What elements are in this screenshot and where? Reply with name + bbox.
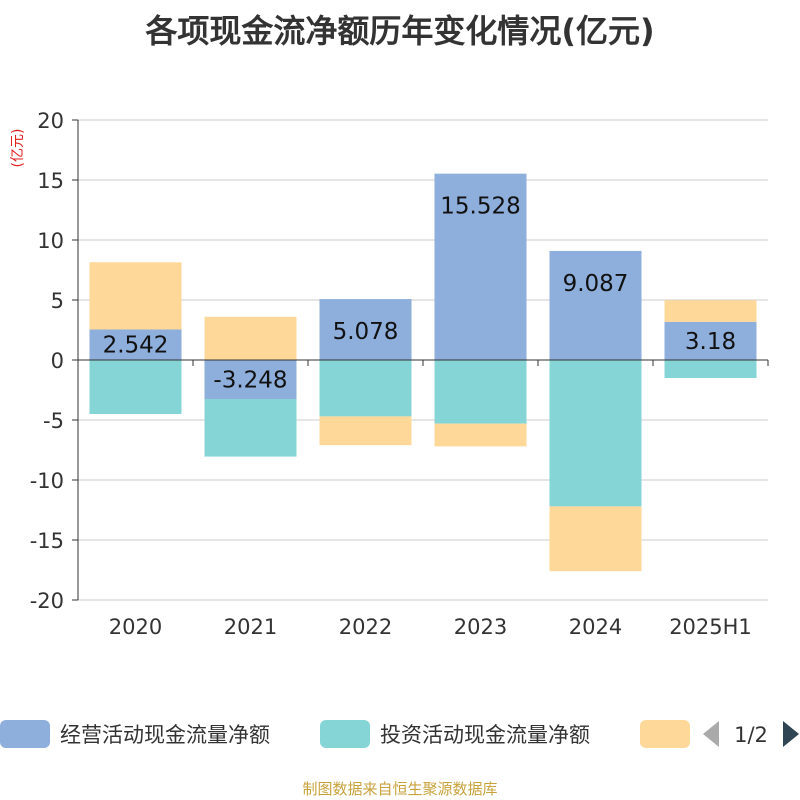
y-tick-label: 20 [37, 109, 64, 133]
legend-prev-page-icon[interactable] [703, 721, 719, 747]
y-tick-label: -20 [30, 589, 64, 613]
y-tick-label: 15 [37, 169, 64, 193]
bar-series3-2020[interactable] [89, 262, 182, 330]
bar-series2-2024[interactable] [549, 360, 642, 507]
chart-title: 各项现金流净额历年变化情况(亿元) [145, 12, 655, 50]
bar-series2-2021[interactable] [204, 398, 297, 457]
x-tick-label: 2022 [339, 615, 392, 639]
y-tick-label: -10 [30, 469, 64, 493]
bar-series3-2024[interactable] [549, 506, 642, 572]
data-label: 3.18 [685, 329, 736, 355]
bar-series3-2022[interactable] [319, 416, 412, 446]
bar-series2-2022[interactable] [319, 360, 412, 417]
bar-series2-2020[interactable] [89, 360, 182, 414]
y-tick-label: -15 [30, 529, 64, 553]
bar-series1-2024[interactable] [549, 250, 642, 360]
y-tick-label: -5 [43, 409, 64, 433]
y-tick-label: 5 [51, 289, 64, 313]
data-label: -3.248 [213, 367, 287, 393]
data-label: 15.528 [440, 194, 520, 220]
data-label: 5.078 [333, 319, 399, 345]
legend-swatch-1[interactable] [0, 720, 50, 748]
bar-series3-2023[interactable] [434, 423, 527, 447]
bar-series3-2021[interactable] [204, 316, 297, 360]
data-label: 9.087 [563, 271, 629, 297]
bar-series1-2021[interactable] [204, 360, 297, 399]
bar-series1-2022[interactable] [319, 299, 412, 360]
legend-swatch-2[interactable] [320, 720, 370, 748]
data-source-note: 制图数据来自恒生聚源数据库 [302, 780, 498, 798]
legend-swatch-3[interactable] [640, 720, 690, 748]
y-tick-label: 10 [37, 229, 64, 253]
legend-next-page-icon[interactable] [783, 721, 799, 747]
bar-series1-2020[interactable] [89, 329, 182, 360]
bar-series2-2023[interactable] [434, 360, 527, 424]
x-tick-label: 2021 [224, 615, 277, 639]
x-tick-label: 2020 [109, 615, 162, 639]
legend-page-indicator: 1/2 [734, 723, 768, 747]
bar-series3-2025H1[interactable] [664, 300, 757, 322]
y-tick-label: 0 [51, 349, 64, 373]
data-label: 2.542 [103, 333, 169, 359]
x-tick-label: 2024 [569, 615, 622, 639]
bar-series1-2023[interactable] [434, 173, 527, 360]
x-tick-label: 2025H1 [669, 615, 752, 639]
y-axis-label: (亿元) [10, 129, 26, 168]
x-tick-label: 2023 [454, 615, 507, 639]
bar-series2-2025H1[interactable] [664, 360, 757, 378]
legend-label-2[interactable]: 投资活动现金流量净额 [380, 723, 590, 747]
legend-label-1[interactable]: 经营活动现金流量净额 [60, 723, 270, 747]
bar-series1-2025H1[interactable] [664, 321, 757, 360]
